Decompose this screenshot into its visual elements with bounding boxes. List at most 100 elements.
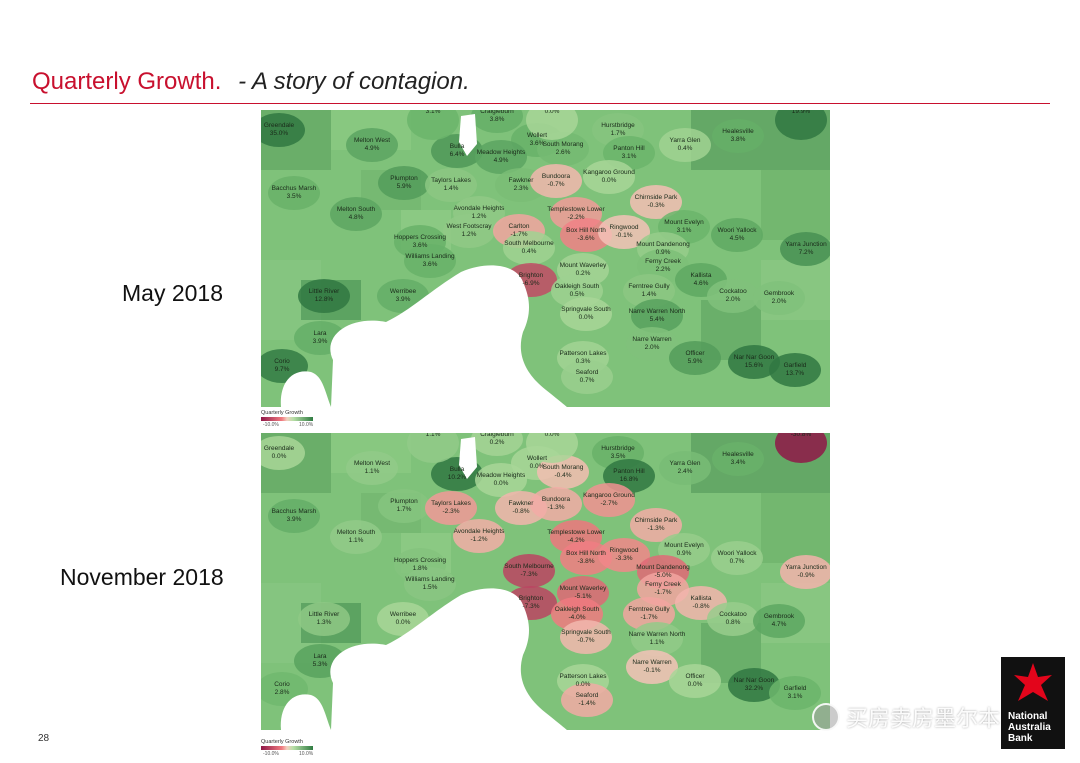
legend-color-scale xyxy=(261,417,313,421)
suburb-name: Patterson Lakes xyxy=(559,673,607,680)
suburb-growth-value: 2.8% xyxy=(274,688,290,696)
nab-logo: National Australia Bank xyxy=(1001,657,1065,749)
suburb-growth-value: 5.4% xyxy=(649,315,665,323)
suburb-label-hurstbridge: Hurstbridge 3.5% xyxy=(601,445,635,460)
suburb-region-nar-nar-goon xyxy=(728,668,780,702)
suburb-growth-value: -0.7% xyxy=(547,180,565,188)
suburb-label-yarra-junction: Yarra Junction -0.9% xyxy=(785,564,826,579)
airport-area xyxy=(459,437,477,479)
suburb-region-meadow-heights xyxy=(475,463,527,497)
suburb-region-garfield xyxy=(769,676,821,710)
suburb-growth-value: -1.7% xyxy=(640,613,658,621)
suburb-region-yarra-glen xyxy=(659,128,711,162)
suburb-name: Melton South xyxy=(336,529,376,536)
suburb-growth-value: 1.8% xyxy=(412,564,428,572)
suburb-label-healesville: Healesville 3.4% xyxy=(722,451,753,466)
suburb-growth-value: -3.6% xyxy=(577,234,595,242)
suburb-name: Williams Landing xyxy=(405,576,455,583)
suburb-name: Yarra Glen xyxy=(669,137,701,144)
suburb-growth-value: 32.2% xyxy=(744,684,764,692)
suburb-growth-value: 0.2% xyxy=(489,438,505,446)
suburb-name: Brighton xyxy=(518,595,544,602)
suburb-name: Springvale South xyxy=(561,306,611,313)
suburb-label-greendale: Greendale 35.0% xyxy=(264,122,294,137)
suburb-growth-value: 3.4% xyxy=(730,458,746,466)
nab-star-icon xyxy=(1014,663,1052,701)
suburb-name: Templestowe Lower xyxy=(547,529,605,536)
suburb-label-wollert: Wollert 3.6% xyxy=(527,132,547,147)
suburb-name: Craigieburn xyxy=(480,433,514,438)
suburb-name: Brighton xyxy=(518,272,544,279)
suburb-name: South Melbourne xyxy=(504,240,554,247)
suburb-region-unlabeled xyxy=(526,110,578,140)
suburb-name: South Melbourne xyxy=(504,563,554,570)
suburb-growth-value: 3.1% xyxy=(621,152,637,160)
suburb-growth-value: -0.7% xyxy=(577,636,595,644)
suburb-growth-value: 1.1% xyxy=(364,467,380,475)
suburb-label-melton-west: Melton West 4.9% xyxy=(354,137,390,152)
suburb-label-kallista: Kallista 4.6% xyxy=(691,272,712,287)
suburb-label-kangaroo-ground: Kangaroo Ground -2.7% xyxy=(583,492,635,507)
suburb-label-springvale-south: Springvale South 0.0% xyxy=(561,306,611,321)
suburb-name: Oakleigh South xyxy=(554,283,600,290)
suburb-name: Bacchus Marsh xyxy=(271,508,317,515)
suburb-name: Bulla xyxy=(449,143,465,150)
suburb-growth-value: -0.9% xyxy=(797,571,815,579)
suburb-region-unlabeled xyxy=(407,110,459,140)
suburb-label-brighton: Brighton -7.3% xyxy=(519,595,543,610)
suburb-growth-value: -7.3% xyxy=(520,570,538,578)
legend-min: -10.0% xyxy=(263,422,279,428)
suburb-growth-value: -0.8% xyxy=(692,602,710,610)
suburb-name: Yarra Glen xyxy=(669,460,701,467)
suburb-region-little-river xyxy=(298,279,350,313)
suburb-name: Kallista xyxy=(690,595,712,602)
suburb-growth-value: 35.0% xyxy=(269,129,289,137)
suburb-growth-value: 0.0% xyxy=(395,618,411,626)
suburb-region-seaford xyxy=(561,683,613,717)
suburb-region-unlabeled xyxy=(775,110,827,140)
suburb-label-hoppers-crossing: Hoppers Crossing 1.8% xyxy=(394,557,446,572)
suburb-region-nar-nar-goon xyxy=(728,345,780,379)
suburb-label-avondale-heights: Avondale Heights 1.2% xyxy=(454,205,505,220)
suburb-label-ferntree-gully: Ferntree Gully -1.7% xyxy=(628,606,669,621)
suburb-name: Greendale xyxy=(263,445,295,452)
suburb-growth-value: 0.7% xyxy=(729,557,745,565)
suburb-name: Oakleigh South xyxy=(554,606,600,613)
suburb-growth-value-unlabeled: 19.9% xyxy=(791,110,811,115)
map-region-texture xyxy=(761,493,830,563)
suburb-name: Meadow Heights xyxy=(476,149,526,156)
suburb-region-williams-landing xyxy=(404,567,456,601)
suburb-label-templestowe-lower: Templestowe Lower -4.2% xyxy=(547,529,604,544)
suburb-region-officer xyxy=(669,341,721,375)
suburb-growth-value: -5.0% xyxy=(654,571,672,579)
suburb-label-bulla: Bulla 6.4% xyxy=(450,143,465,158)
suburb-region-narre-warren xyxy=(626,327,678,361)
period-label-may-2018: May 2018 xyxy=(122,280,224,306)
suburb-label-south-melbourne: South Melbourne 0.4% xyxy=(504,240,554,255)
suburb-label-greendale: Greendale 0.0% xyxy=(264,445,294,460)
suburb-region-ringwood xyxy=(598,538,650,572)
suburb-label-seaford: Seaford 0.7% xyxy=(576,369,599,384)
suburb-name: Woori Yallock xyxy=(717,550,757,557)
suburb-region-box-hill-north xyxy=(560,218,612,252)
suburb-label-mount-evelyn: Mount Evelyn 0.9% xyxy=(664,542,703,557)
suburb-label-templestowe-lower: Templestowe Lower -2.2% xyxy=(547,206,604,221)
suburb-region-taylors-lakes xyxy=(425,491,477,525)
suburb-growth-value: -4.0% xyxy=(568,613,586,621)
suburb-growth-value: 4.8% xyxy=(348,213,364,221)
airport-area xyxy=(459,114,477,156)
suburb-region-williams-landing xyxy=(404,244,456,278)
suburb-label-south-morang: South Morang -0.4% xyxy=(543,464,584,479)
suburb-name: Melton West xyxy=(353,460,391,467)
suburb-name: Seaford xyxy=(575,692,599,699)
suburb-region-chirnside-park xyxy=(630,185,682,219)
suburb-growth-value: 2.4% xyxy=(677,467,693,475)
suburb-region-seaford xyxy=(561,360,613,394)
suburb-name: Kallista xyxy=(690,272,712,279)
suburb-name: Melton South xyxy=(336,206,376,213)
suburb-growth-value: 3.6% xyxy=(529,139,545,147)
suburb-growth-value: 3.9% xyxy=(286,515,302,523)
suburb-growth-value: 4.7% xyxy=(771,620,787,628)
suburb-label-williams-landing: Williams Landing 3.6% xyxy=(405,253,454,268)
suburb-label-box-hill-north: Box Hill North -3.8% xyxy=(566,550,606,565)
